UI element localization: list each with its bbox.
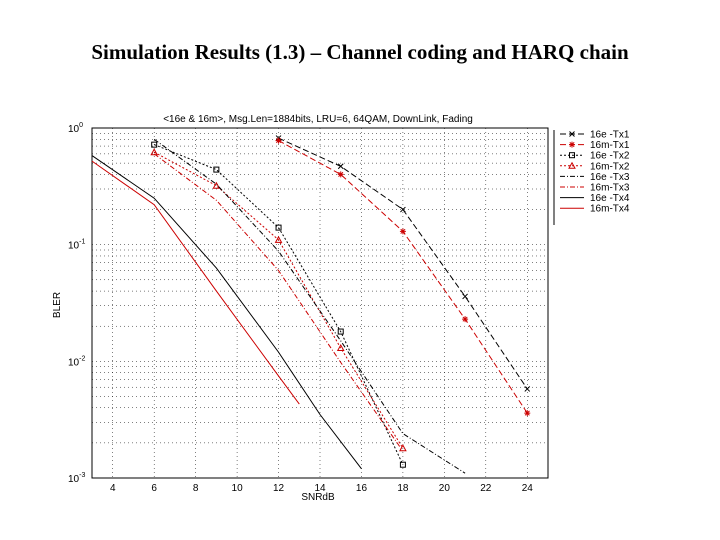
x-tick-label: 16 [356, 483, 368, 494]
x-tick-label: 6 [151, 483, 157, 494]
y-tick-label: 10-3 [68, 472, 85, 485]
x-tick-label: 18 [397, 483, 409, 494]
slide-title: Simulation Results (1.3) – Channel codin… [91, 40, 629, 64]
series-layer [91, 135, 531, 474]
data-point-triangle-marker [399, 444, 407, 452]
data-point-square-marker [213, 166, 220, 173]
data-point-star-marker [569, 141, 575, 148]
x-tick-label: 22 [480, 483, 492, 494]
legend-label: 16e -Tx4 [590, 193, 630, 204]
data-point-triangle-marker [150, 148, 159, 156]
x-tick-label: 20 [439, 483, 451, 494]
data-point-triangle-marker [212, 181, 221, 189]
data-point-square-marker [151, 141, 158, 148]
tick-labels: 4 6 8 10 12 14 16 18 20 22 24 100 10-1 10-2 10-3 [68, 122, 533, 494]
series-line [153, 151, 404, 449]
series-line [153, 153, 404, 452]
legend-label: 16e -Tx3 [590, 172, 630, 183]
data-point-x-marker [337, 163, 344, 170]
legend-entry: 16m-Tx4 [560, 204, 630, 215]
data-point-star-marker [524, 410, 531, 417]
x-axis-label: SNRdB [301, 492, 335, 503]
legend-entry: 16e -Tx1 [560, 130, 630, 141]
series-1 [275, 135, 531, 392]
data-point-x-marker [569, 131, 575, 137]
legend-entry: 16e -Tx3 [560, 172, 630, 183]
y-tick-label: 10-2 [68, 355, 85, 368]
y-tick-label: 10-1 [68, 239, 85, 252]
series-6 [153, 153, 404, 452]
legend-entry: 16m-Tx1 [560, 140, 630, 151]
data-point-triangle-marker [568, 161, 576, 169]
legend-entry: 16m-Tx3 [560, 183, 630, 194]
series-line [153, 138, 466, 474]
data-point-square-marker [399, 461, 406, 468]
legend-label: 16m-Tx4 [590, 204, 630, 215]
series-line [91, 160, 300, 405]
series-line [91, 155, 362, 470]
data-point-star-marker [337, 171, 344, 178]
legend-label: 16m-Tx1 [590, 140, 630, 151]
grid [92, 127, 548, 479]
x-tick-label: 8 [193, 483, 199, 494]
series-7 [91, 155, 362, 470]
y-tick-label: 100 [68, 122, 83, 135]
chart-title: <16e & 16m>, Msg.Len=1884bits, LRU=6, 64… [163, 114, 473, 125]
data-point-star-marker [275, 137, 282, 144]
data-point-square-marker [569, 152, 575, 159]
legend-entry: 16e -Tx2 [560, 151, 630, 162]
data-point-star-marker [399, 228, 406, 235]
series-4 [150, 148, 407, 452]
legend-label: 16m-Tx3 [590, 183, 630, 194]
data-point-triangle-marker [336, 343, 345, 352]
data-point-x-marker [462, 293, 468, 300]
data-point-square-marker [337, 328, 344, 335]
x-tick-label: 12 [273, 483, 285, 494]
series-2 [275, 137, 531, 417]
x-tick-label: 4 [110, 483, 116, 494]
legend-label: 16m-Tx2 [590, 161, 630, 172]
data-point-square-marker [275, 224, 282, 231]
series-8 [91, 160, 300, 405]
series-3 [151, 141, 406, 468]
series-5 [153, 138, 466, 474]
y-axis-label: BLER [52, 292, 63, 318]
x-tick-label: 10 [232, 483, 244, 494]
legend-entry: 16e -Tx4 [560, 193, 630, 204]
x-tick-label: 24 [522, 483, 534, 494]
data-point-x-marker [400, 206, 406, 213]
legend-label: 16e -Tx2 [590, 151, 630, 162]
data-point-x-marker [524, 386, 531, 392]
series-line [278, 137, 528, 390]
legend-entry: 16m-Tx2 [560, 161, 630, 172]
series-line [154, 144, 404, 465]
legend-label: 16e -Tx1 [590, 130, 630, 141]
data-point-star-marker [462, 316, 469, 323]
data-point-triangle-marker [274, 235, 283, 243]
x-tick-label: 14 [314, 483, 326, 494]
